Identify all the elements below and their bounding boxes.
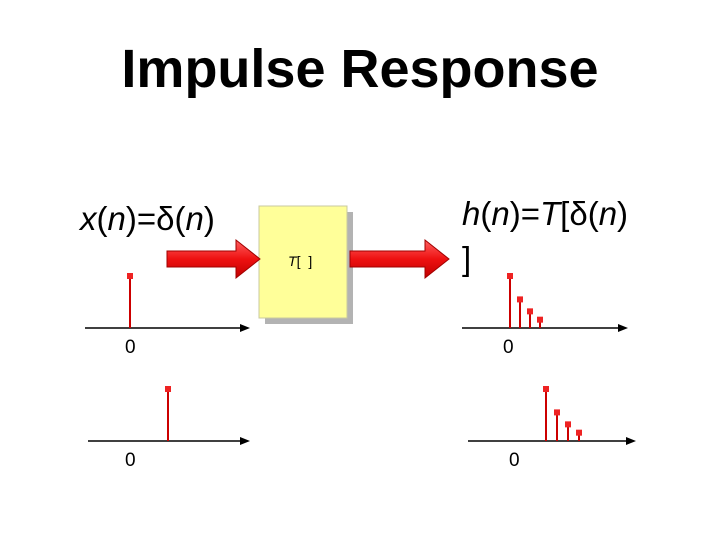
stem-marker: [537, 316, 543, 323]
input-arrow: [166, 238, 261, 280]
stem-marker: [517, 296, 523, 303]
plot-delta-n-minus-k: [88, 386, 250, 445]
output-signal-label: h(n)=T[δ(n): [462, 195, 629, 232]
stem-marker: [565, 421, 571, 428]
zero-tick-label: 0: [125, 450, 136, 471]
stem-marker: [554, 409, 560, 416]
x-axis-arrowhead: [240, 324, 250, 332]
plot-delta-n: [85, 273, 250, 332]
stem-marker: [127, 273, 133, 279]
zero-tick-label: 0: [509, 450, 520, 471]
zero-tick-label: 0: [503, 337, 514, 358]
x-axis-arrowhead: [626, 437, 636, 445]
system-operator-label: T[ ]: [288, 253, 315, 269]
output-arrow: [349, 238, 450, 280]
stem-marker: [543, 386, 549, 392]
page-title: Impulse Response: [121, 39, 599, 99]
stem-marker: [576, 429, 582, 436]
output-label-bracket: ]: [462, 240, 472, 277]
stem-marker: [165, 386, 171, 392]
system-box: [258, 205, 348, 319]
stem-marker: [507, 273, 513, 279]
zero-tick-label: 0: [125, 337, 136, 358]
plot-h-n: [462, 273, 628, 332]
stem-marker: [527, 308, 533, 315]
x-axis-arrowhead: [618, 324, 628, 332]
plot-h-n-minus-k: [468, 386, 636, 445]
input-signal-label: x(n)=δ(n): [80, 200, 215, 237]
x-axis-arrowhead: [240, 437, 250, 445]
